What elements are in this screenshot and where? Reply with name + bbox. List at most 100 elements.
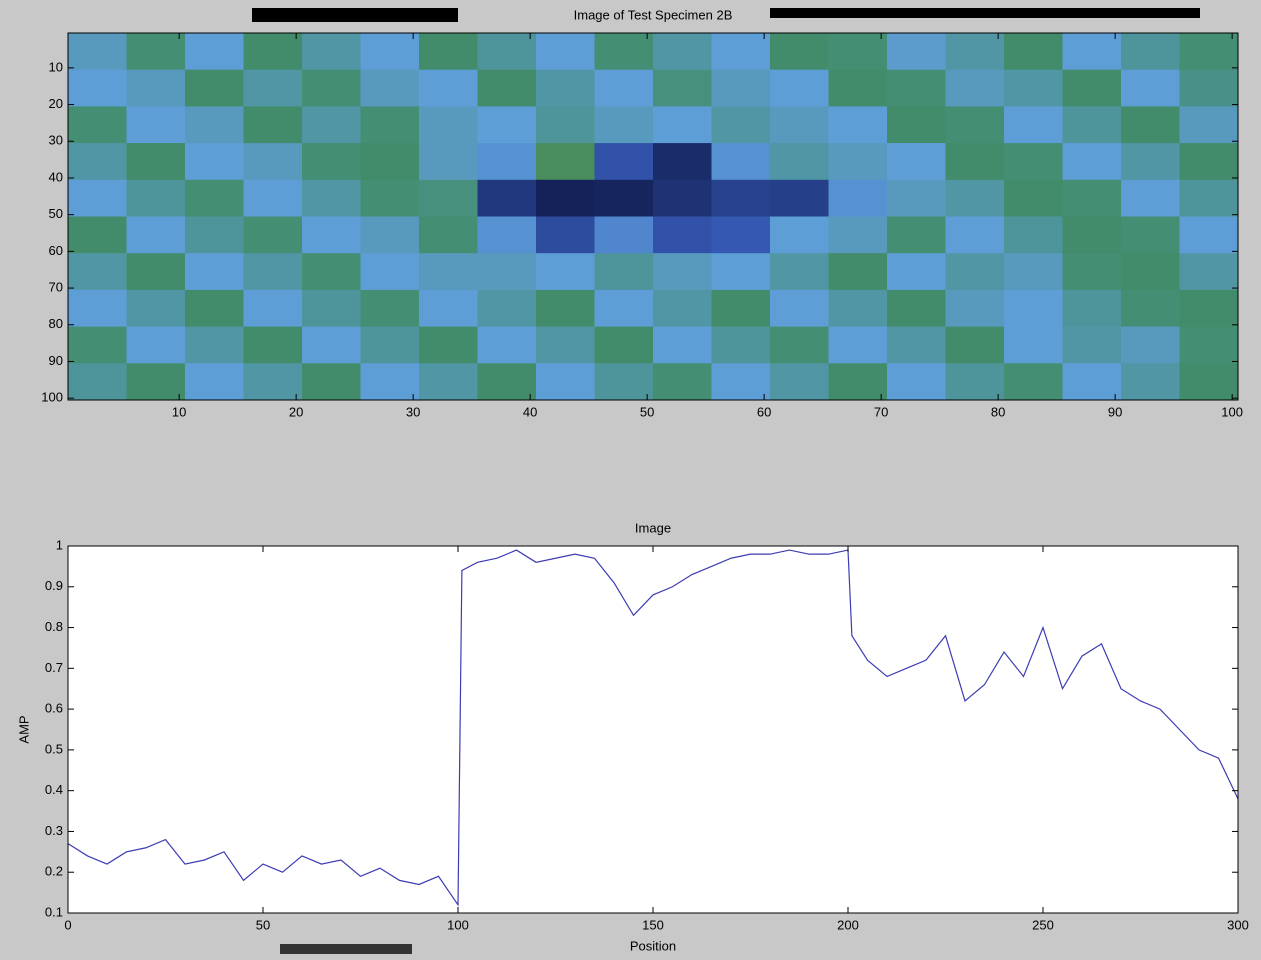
- heat-cell: [243, 253, 303, 291]
- heat-cell: [828, 33, 888, 71]
- heat-cell: [477, 289, 537, 328]
- y-axis-label: AMP: [16, 715, 31, 743]
- heat-cell: [653, 289, 712, 328]
- heat-cell: [1062, 106, 1122, 144]
- redaction: [770, 8, 1200, 18]
- heat-cell: [770, 69, 829, 107]
- heat-cell: [360, 216, 420, 254]
- heat-cell: [477, 253, 537, 291]
- heat-cell: [887, 179, 946, 217]
- heat-cell: [1062, 363, 1122, 401]
- heat-cell: [770, 33, 829, 71]
- y-tick-label: 90: [49, 353, 63, 368]
- heat-cell: [594, 216, 654, 254]
- y-tick-label: 0.1: [45, 904, 63, 919]
- heat-cell: [477, 179, 537, 217]
- heat-cell: [360, 253, 420, 291]
- heat-cell: [828, 326, 888, 364]
- heat-cell: [653, 326, 712, 364]
- heat-cell: [711, 143, 771, 181]
- line-series: [67, 549, 1239, 907]
- heat-cell: [68, 69, 127, 107]
- heat-cell: [1121, 363, 1180, 401]
- heat-cell: [477, 106, 537, 144]
- heat-cell: [302, 179, 361, 217]
- heat-cell: [594, 253, 654, 291]
- heat-cell: [1121, 216, 1180, 254]
- heat-cell: [185, 289, 244, 328]
- y-tick-label: 0.2: [45, 864, 63, 879]
- heat-cell: [887, 33, 946, 71]
- heat-cell: [243, 33, 303, 71]
- heat-cell: [243, 106, 303, 144]
- heat-cell: [770, 289, 829, 328]
- heat-cell: [1004, 253, 1063, 291]
- heat-cell: [1062, 69, 1122, 107]
- axes-frame: [67, 32, 1239, 401]
- heat-cell: [477, 326, 537, 364]
- heat-cell: [594, 289, 654, 328]
- heat-cell: [1004, 69, 1063, 107]
- heat-cell: [887, 216, 946, 254]
- heat-cell: [302, 363, 361, 401]
- heat-cell: [1179, 143, 1239, 181]
- heat-cell: [126, 216, 186, 254]
- heat-cell: [419, 326, 478, 364]
- heat-cell: [887, 363, 946, 401]
- x-tick-label: 0: [64, 917, 71, 932]
- axes-frame: [67, 545, 1239, 914]
- heat-cell: [711, 253, 771, 291]
- heat-cell: [1062, 179, 1122, 217]
- heat-cell: [594, 363, 654, 401]
- heat-cell: [185, 253, 244, 291]
- heat-cell: [1121, 143, 1180, 181]
- heat-cell: [770, 179, 829, 217]
- heat-cell: [536, 326, 595, 364]
- heat-cell: [185, 216, 244, 254]
- heat-cell: [302, 216, 361, 254]
- heat-cell: [536, 69, 595, 107]
- heat-cell: [828, 363, 888, 401]
- x-tick-label: 90: [1108, 404, 1122, 419]
- x-tick-label: 250: [1032, 917, 1054, 932]
- heat-cell: [1121, 253, 1180, 291]
- y-tick-label: 30: [49, 133, 63, 148]
- heat-cell: [711, 179, 771, 217]
- heat-cell: [185, 33, 244, 71]
- heat-cell: [126, 179, 186, 217]
- heat-cell: [828, 216, 888, 254]
- heat-cell: [1062, 216, 1122, 254]
- x-tick-label: 80: [991, 404, 1005, 419]
- heat-cell: [653, 363, 712, 401]
- heat-cell: [68, 33, 127, 71]
- y-tick-label: 80: [49, 316, 63, 331]
- heat-cell: [126, 69, 186, 107]
- heat-cell: [419, 363, 478, 401]
- heat-cell: [711, 33, 771, 71]
- heat-cell: [1179, 326, 1239, 364]
- heat-cell: [302, 253, 361, 291]
- x-tick-label: 70: [874, 404, 888, 419]
- heat-cell: [1062, 289, 1122, 328]
- heat-cell: [828, 253, 888, 291]
- y-tick-label: 0.5: [45, 741, 63, 756]
- heat-cell: [302, 106, 361, 144]
- heat-cell: [360, 363, 420, 401]
- heat-cell: [1179, 69, 1239, 107]
- heat-cell: [828, 289, 888, 328]
- heat-cell: [536, 143, 595, 181]
- heat-cell: [653, 106, 712, 144]
- heat-cell: [419, 253, 478, 291]
- x-tick-label: 100: [1221, 404, 1243, 419]
- heat-cell: [1004, 363, 1063, 401]
- heat-cell: [243, 143, 303, 181]
- heat-cell: [1121, 326, 1180, 364]
- y-tick-label: 1: [56, 537, 63, 552]
- heat-cell: [477, 69, 537, 107]
- heat-cell: [1004, 179, 1063, 217]
- heat-cell: [1004, 143, 1063, 181]
- y-tick-label: 60: [49, 243, 63, 258]
- heat-cell: [711, 289, 771, 328]
